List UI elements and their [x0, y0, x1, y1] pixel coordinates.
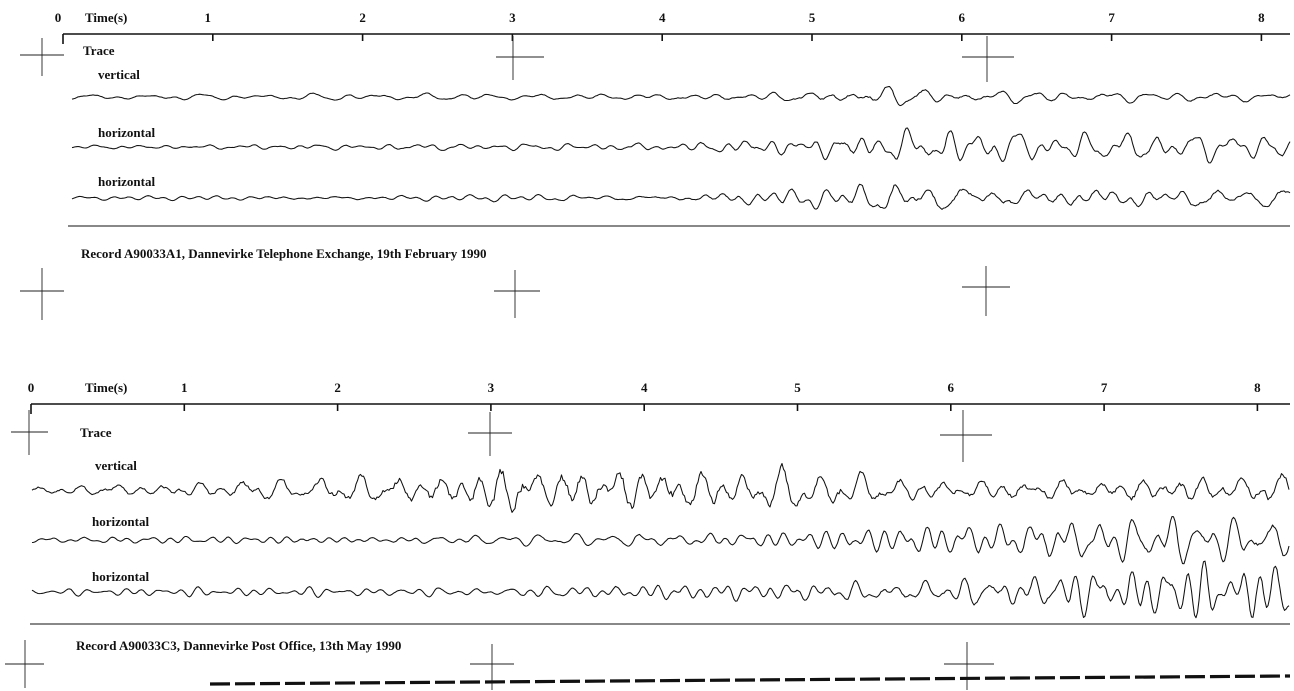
- registration-cross: [5, 640, 44, 688]
- seismogram-panel-2: 0 1 2 3 4 5 6 7 8 Time(s) Trace vertical horizon…: [5, 380, 1291, 690]
- registration-cross: [962, 266, 1010, 316]
- waveform-vertical: [71, 85, 1291, 107]
- time-tick-label: 1: [205, 10, 212, 25]
- registration-cross: [944, 642, 994, 690]
- time-tick-label: 5: [794, 380, 801, 395]
- time-tick-label: 7: [1101, 380, 1108, 395]
- trace-label-horizontal: horizontal: [98, 174, 155, 189]
- waveform-vertical: [31, 462, 1290, 513]
- time-tick-label: 6: [948, 380, 955, 395]
- time-tick-label: 4: [641, 380, 648, 395]
- time-axis-ticks: 0 1 2 3 4 5 6 7 8: [28, 380, 1261, 411]
- time-tick-label: 5: [809, 10, 816, 25]
- registration-cross: [20, 38, 64, 76]
- trace-label-vertical: vertical: [98, 67, 140, 82]
- time-tick-label: 2: [334, 380, 341, 395]
- time-tick-label: 7: [1108, 10, 1115, 25]
- record-caption: Record A90033C3, Dannevirke Post Office,…: [76, 638, 401, 653]
- record-caption: Record A90033A1, Dannevirke Telephone Ex…: [81, 246, 487, 261]
- waveform-horizontal: [71, 127, 1291, 164]
- time-tick-label: 3: [488, 380, 495, 395]
- registration-cross: [11, 410, 48, 455]
- trace-header-label: Trace: [80, 425, 112, 440]
- time-axis-ticks: 0 1 2 3 4 5 6 7 8: [55, 10, 1265, 41]
- time-tick-label: 6: [959, 10, 966, 25]
- trace-label-horizontal: horizontal: [98, 125, 155, 140]
- waveform-horizontal: [71, 183, 1291, 210]
- dashed-edge-strip: [209, 674, 1291, 686]
- seismogram-panel-1: 0 1 2 3 4 5 6 7 8 Time(s) Trace vertical horizon…: [20, 10, 1291, 320]
- trace-header-label: Trace: [83, 43, 115, 58]
- trace-label-horizontal: horizontal: [92, 514, 149, 529]
- time-tick-label: 8: [1254, 380, 1261, 395]
- registration-cross: [940, 410, 992, 462]
- time-tick-label: 4: [659, 10, 666, 25]
- time-tick-label: 3: [509, 10, 516, 25]
- time-tick-label: 0: [55, 10, 62, 25]
- trace-label-vertical: vertical: [95, 458, 137, 473]
- trace-label-horizontal: horizontal: [92, 569, 149, 584]
- time-tick-label: 8: [1258, 10, 1265, 25]
- waveform-horizontal: [31, 560, 1290, 619]
- registration-cross: [962, 36, 1014, 82]
- waveform-horizontal: [31, 515, 1290, 565]
- time-tick-label: 1: [181, 380, 188, 395]
- time-axis-label: Time(s): [85, 10, 127, 25]
- registration-cross: [20, 268, 64, 320]
- time-axis-label: Time(s): [85, 380, 127, 395]
- time-tick-label: 0: [28, 380, 35, 395]
- registration-cross: [468, 412, 512, 456]
- registration-cross: [494, 270, 540, 318]
- time-tick-label: 2: [359, 10, 366, 25]
- registration-cross: [496, 36, 544, 80]
